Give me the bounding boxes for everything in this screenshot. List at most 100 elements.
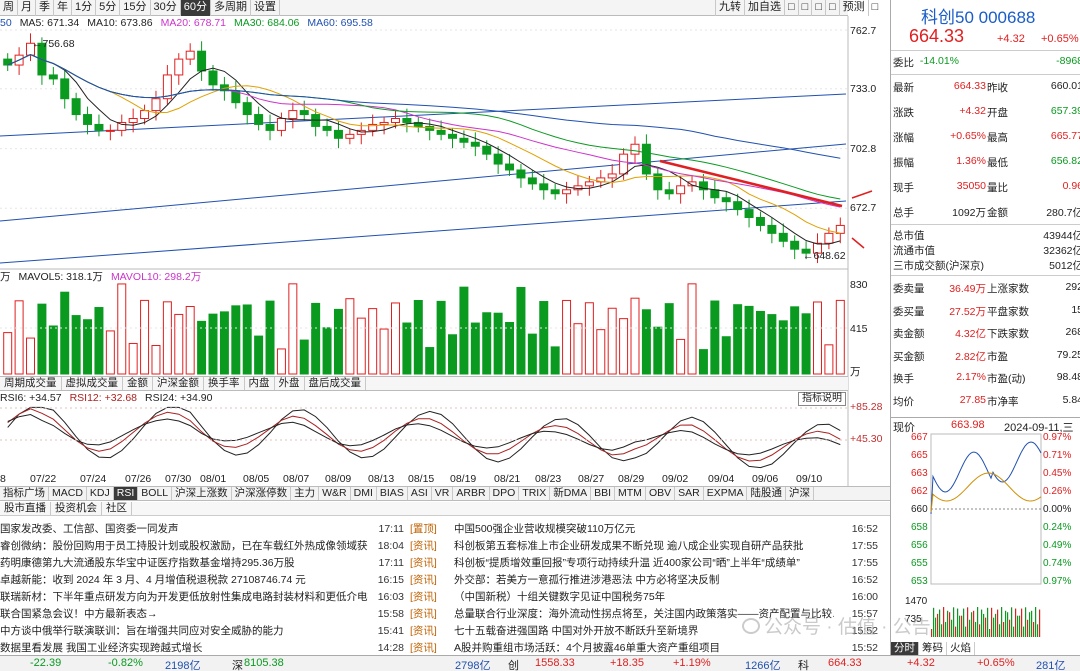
top-tool-6[interactable]: 预测: [838, 0, 868, 16]
indicator-tab-11[interactable]: ASI: [408, 487, 432, 500]
indicator-tab-0[interactable]: 指标广场: [0, 487, 49, 500]
volume-subtab-1[interactable]: 虚拟成交量: [62, 377, 123, 390]
top-tool-2[interactable]: □: [784, 0, 798, 16]
period-tab-3[interactable]: 年: [54, 0, 72, 16]
indicator-tab-5[interactable]: 沪深上涨数: [172, 487, 232, 500]
intraday-volume-bar: [947, 610, 949, 637]
volume-subtab-4[interactable]: 换手率: [204, 377, 245, 390]
period-tab-6[interactable]: 15分: [120, 0, 151, 16]
indicator-tab-9[interactable]: DMI: [351, 487, 377, 500]
rsi_legend-item-1: RSI12: +32.68: [69, 392, 138, 404]
indicator-tab-22[interactable]: 陆股通: [747, 487, 786, 500]
top-tool-5[interactable]: □: [824, 0, 839, 16]
news-item[interactable]: 数据里看发展 我国工业经济实现跨越式增长 14:28: [0, 640, 408, 657]
indicator-tab-8[interactable]: W&R: [319, 487, 351, 500]
indicator-tab-3[interactable]: RSI: [113, 487, 139, 500]
indicator-tab-21[interactable]: EXPMA: [704, 487, 748, 500]
period-tab-0[interactable]: 周: [0, 0, 18, 16]
news-item[interactable]: 卓越新能：收到 2024 年 3 月、4 月增值税退税款 27108746.74…: [0, 572, 408, 589]
indicator-tab-17[interactable]: BBI: [591, 487, 616, 500]
rsi-axis-label: +45.30: [850, 433, 883, 445]
main-chart[interactable]: ←756.68 ←648.62: [0, 16, 890, 486]
period-tab-1[interactable]: 月: [18, 0, 36, 16]
quote-value: 1.36%: [956, 155, 986, 167]
timeline-tab-1[interactable]: 筹码: [919, 642, 947, 655]
intraday-volume-bar: [1023, 626, 1025, 637]
news-item[interactable]: [资讯] 外交部：若美方一意孤行推进涉港恶法 中方必将坚决反制 16:52: [410, 572, 882, 589]
news-item[interactable]: 睿创微纳：股份回购用于员工持股计划或股权激励，已在车载红外热成像领域获得… 18:…: [0, 538, 408, 555]
indicator-tab-1[interactable]: MACD: [49, 487, 87, 500]
news-item[interactable]: 联合国紧急会议！中方最新表态→ 15:58: [0, 606, 408, 623]
news-item[interactable]: [资讯] 总量联合行业深度：海外流动性拐点将至，关注国内政策落实——资产配置与比较…: [410, 606, 882, 623]
news-title: 国家发改委、工信部、国资委一同发声: [0, 523, 179, 535]
news-tag-text: 资讯: [412, 540, 434, 552]
news-item[interactable]: [资讯] 七十五载奋进强国路 中国对外开放不断跃升至新境界 15:52: [410, 623, 882, 640]
top-tool-1[interactable]: 加自选: [744, 0, 784, 16]
timeline-tab-2[interactable]: 火焰: [947, 642, 975, 655]
indicator-tab-10[interactable]: BIAS: [377, 487, 408, 500]
rsi-help-button[interactable]: 指标说明: [798, 392, 846, 406]
top-tool-0[interactable]: 九转: [715, 0, 744, 16]
indicator-tab-13[interactable]: ARBR: [453, 487, 490, 500]
candle: [744, 199, 754, 228]
period-tab-7[interactable]: 30分: [151, 0, 181, 16]
volume-bar: [60, 291, 70, 375]
period-tab-4[interactable]: 1分: [72, 0, 97, 16]
candle: [710, 179, 720, 204]
indicator-tab-19[interactable]: OBV: [646, 487, 676, 500]
quote-label: 涨跌: [893, 107, 914, 119]
news-item[interactable]: 国家发改委、工信部、国资委一同发声 17:11: [0, 521, 408, 538]
news-item[interactable]: 联瑞新材：下半年重点研发方向为开发更低放射性集成电路封装材料和更低介电损… 16:…: [0, 589, 408, 606]
intraday-timeline-chart[interactable]: [891, 432, 1080, 642]
indicator-tab-16[interactable]: 新DMA: [550, 487, 592, 500]
period-tab-2[interactable]: 季: [36, 0, 54, 16]
date-tick: 07/22: [30, 473, 57, 485]
indicator-tab-23[interactable]: 沪深: [786, 487, 814, 500]
indicator-tab-12[interactable]: VR: [432, 487, 454, 500]
candle: [322, 118, 332, 137]
news-item[interactable]: [资讯] 科创板“提质增效重回报”专项行动持续升温 近400家公司“晒”上半年“成…: [410, 555, 882, 572]
timeline-tab-0[interactable]: 分时: [891, 642, 919, 655]
news-item[interactable]: [资讯] （中国新税）十组关键数字见证中国税务75年 16:00: [410, 589, 882, 606]
quote-value: 4.32亿: [955, 328, 986, 340]
volume-subtab-3[interactable]: 沪深金额: [153, 377, 204, 390]
candle: [493, 146, 503, 174]
volume-subtab-6[interactable]: 外盘: [275, 377, 305, 390]
period-tab-9[interactable]: 多周期: [211, 0, 251, 16]
indicator-tab-2[interactable]: KDJ: [87, 487, 114, 500]
indicator-tab-20[interactable]: SAR: [675, 487, 704, 500]
indicator-tab-14[interactable]: DPO: [490, 487, 520, 500]
indicator-tab-4[interactable]: BOLL: [138, 487, 173, 500]
status-value: 1266亿: [745, 660, 781, 671]
news-item[interactable]: [置顶] 中国500强企业营收规模突破110万亿元 16:52: [410, 521, 882, 538]
volume-subtab-5[interactable]: 内盘: [245, 377, 275, 390]
quote-label: 市盈(动): [987, 373, 1026, 385]
vol_legend-item-1: MAVOL5: 318.1万: [18, 271, 103, 283]
volume-bar: [242, 304, 252, 375]
indicator-tab-7[interactable]: 主力: [291, 487, 320, 500]
news-item[interactable]: [资讯] 科创板第五套标准上市企业研发成果不断兑现 逾八成企业实现自研产品获批 17…: [410, 538, 882, 555]
news-item[interactable]: [资讯] A股并购重组市场活跃：4个月披露46单重大资产重组项目 15:52: [410, 640, 882, 657]
indicator-tab-6[interactable]: 沪深涨停数: [232, 487, 292, 500]
period-tab-5[interactable]: 5分: [96, 0, 121, 16]
indicator-tab-18[interactable]: MTM: [615, 487, 646, 500]
news-tab-0[interactable]: 股市直播: [0, 502, 51, 515]
news-tab-2[interactable]: 社区: [102, 502, 132, 515]
candle: [254, 106, 264, 131]
period-tab-10[interactable]: 设置: [251, 0, 280, 16]
intraday-volume-bar: [933, 607, 935, 637]
top-tool-7[interactable]: □: [867, 0, 882, 16]
period-tab-8[interactable]: 60分: [180, 0, 211, 16]
news-tab-1[interactable]: 投资机会: [51, 502, 102, 515]
top-tool-4[interactable]: □: [811, 0, 825, 16]
quote-value: 657.39: [1050, 105, 1080, 117]
volume-subtab-7[interactable]: 盘后成交量: [305, 377, 366, 390]
news-item[interactable]: 中方谈中俄举行联演联训：旨在增强共同应对安全威胁的能力 15:41: [0, 623, 408, 640]
top-tool-3[interactable]: □: [797, 0, 812, 16]
volume-subtab-2[interactable]: 金额: [123, 377, 153, 390]
indicator-tab-15[interactable]: TRIX: [519, 487, 551, 500]
news-item[interactable]: 药明康德第九大流通股东华宝中证医疗指数基金增持295.36万股 17:11: [0, 555, 408, 572]
rsi6-line: [7, 406, 841, 469]
market-status-bar: -22.39 -0.82% 2198亿 深 8105.38 2798亿 创 1558.33 +1…: [0, 655, 1080, 671]
volume-subtab-0[interactable]: 周期成交量: [0, 377, 62, 390]
